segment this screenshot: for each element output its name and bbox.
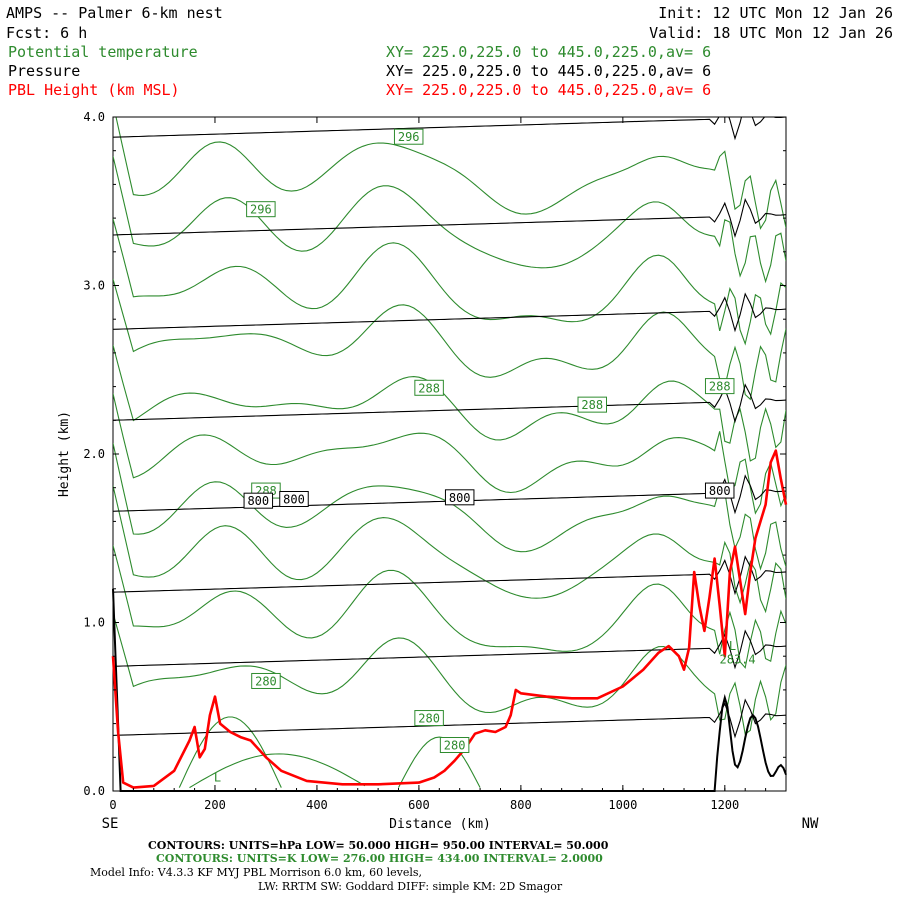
legend-theta-xy: XY= 225.0,225.0 to 445.0,225.0,av= 6 [386,43,711,61]
theta-label-box [704,378,735,395]
theta-contour-line [113,278,786,401]
pressure-contour-line [113,197,786,239]
pressure-label: 800 [704,482,735,499]
chart-title: AMPS -- Palmer 6-km nest [6,4,223,22]
theta-contour-line [115,117,786,230]
theta-label-box [414,379,444,396]
theta-contour-line [113,545,786,669]
theta-label-text: 280 [444,739,466,753]
pressure-label-box [444,489,475,506]
terrain-profile [112,588,787,792]
pressure-contour-line [113,555,786,596]
legend-pbl-label: PBL Height (km MSL) [8,81,180,99]
theta-contours [113,117,786,789]
theta-label-box [246,201,276,218]
pressure-label-text: 800 [449,491,471,505]
footer-model-info-2: LW: RRTM SW: Goddard DIFF: simple KM: 2D… [258,880,563,893]
x-tick-label: 200 [204,798,226,812]
theta-contour-line [189,753,366,789]
legend-pbl-xy: XY= 225.0,225.0 to 445.0,225.0,av= 6 [386,81,711,99]
x-tick-label: 600 [408,798,430,812]
pressure-label-text: 800 [247,494,269,508]
footer-pressure-contours: CONTOURS: UNITS=hPa LOW= 50.000 HIGH= 95… [148,839,609,852]
theta-label-text: 288 [709,380,731,394]
pressure-label-box [704,482,735,499]
y-tick-label: 1.0 [83,616,105,630]
x-tick-label: 400 [306,798,328,812]
theta-contour-line [113,393,786,515]
theta-label-text: 280 [255,674,277,688]
theta-contour-line [178,716,282,788]
theta-label-text: 296 [250,203,272,217]
theta-label: 296 [246,201,276,218]
y-tick-label: 0.0 [83,784,105,798]
pressure-label-text: 800 [283,492,305,506]
theta-label-text: 288 [581,398,603,412]
pressure-contour-line [113,698,786,739]
theta-label-text: 288 [418,381,440,395]
x-tick-label: 0 [109,798,116,812]
x-axis-label: Distance (km) [389,817,491,832]
theta-label-text: 280 [418,712,440,726]
theta-contour-line [398,736,481,788]
pressure-label: 800 [243,492,274,509]
theta-contour-line [113,612,786,736]
theta-label: 280 [251,672,281,689]
theta-label: 288 [414,379,444,396]
footer-model-info: Model Info: V4.3.3 KF MYJ PBL Morrison 6… [90,866,422,879]
theta-label: 288 [577,396,608,413]
forecast-hour: Fcst: 6 h [6,24,87,42]
y-axis-label: Height (km) [57,411,72,497]
theta-label: 288 [704,378,735,395]
theta-label-box [251,672,281,689]
pressure-label-box [279,490,309,507]
pressure-contour-line [113,117,786,141]
valid-time: Valid: 18 UTC Mon 12 Jan 26 [649,24,893,42]
pressure-contour-line [113,292,786,333]
theta-label-box [439,737,470,754]
low-marker: 283.4 [720,653,756,667]
legend-pressure-label: Pressure [8,62,80,80]
theta-label: 280 [439,737,470,754]
low-marker: L [729,639,736,653]
x-tick-label: 1200 [710,798,739,812]
theta-contour-line [113,344,786,462]
pressure-label: 800 [279,490,309,507]
theta-label-text: 296 [398,130,420,144]
x-tick-label: 1000 [608,798,637,812]
pbl-height-line [111,449,788,789]
theta-label: 296 [393,128,424,145]
pressure-label-text: 800 [709,484,731,498]
y-tick-label: 2.0 [83,447,105,461]
terrain-line [112,588,787,792]
pbl-series-line [111,449,788,789]
footer-theta-contours: CONTOURS: UNITS=K LOW= 276.00 HIGH= 434.… [156,852,603,865]
pressure-contours [113,117,786,739]
x-tick-label: 800 [510,798,532,812]
y-tick-label: 3.0 [83,279,105,293]
init-time: Init: 12 UTC Mon 12 Jan 26 [658,4,893,22]
theta-contour-line [113,218,786,346]
axes: 0 200 400 600 800 1000 1200 0.0 1.0 2.0 3.0 4.0 [83,110,787,812]
legend-theta-label: Potential temperature [8,43,198,61]
pressure-label: 800 [444,489,475,506]
legend-pressure-xy: XY= 225.0,225.0 to 445.0,225.0,av= 6 [386,62,711,80]
theta-label: 280 [414,710,444,727]
y-tick-label: 4.0 [83,110,105,124]
theta-label-box [577,396,608,413]
low-marker: L [214,771,221,785]
theta-contour-line [113,485,786,614]
left-end-label: SE [102,816,119,832]
theta-contour-line [113,156,786,284]
pressure-contour-line [113,383,786,424]
theta-label-box [414,710,444,727]
theta-label-box [393,128,424,145]
right-end-label: NW [802,816,819,832]
pressure-label-box [243,492,274,509]
